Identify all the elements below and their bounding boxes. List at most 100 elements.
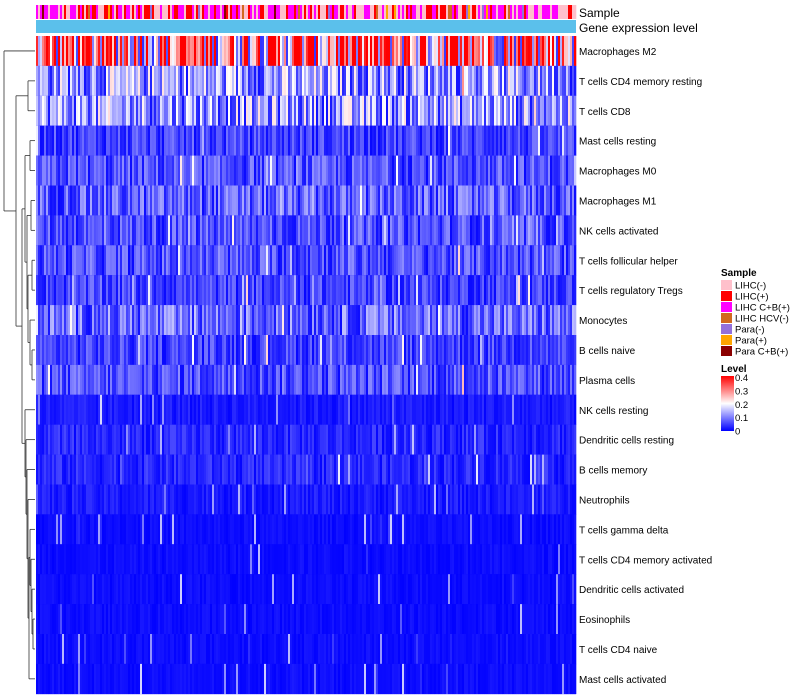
heatmap-cell [452,215,455,246]
heatmap-cell [508,215,511,246]
heatmap-cell [390,454,393,485]
heatmap-cell [300,275,303,306]
heatmap-cell [40,275,43,306]
heatmap-cell [382,185,385,216]
heatmap-cell [366,155,369,186]
heatmap-cell [560,185,563,216]
heatmap-cell [228,185,231,216]
heatmap-cell [546,125,549,156]
heatmap-cell [180,424,183,455]
sample-annotation-cell [194,5,197,19]
heatmap-cell [102,125,105,156]
heatmap-cell [258,454,261,485]
heatmap-cell [250,514,253,545]
heatmap-cell [506,484,509,515]
heatmap-cell [466,36,469,67]
sample-annotation-cell [342,5,345,19]
heatmap-cell [298,394,301,425]
heatmap-cell [290,245,293,276]
sample-annotation-cell [418,5,421,19]
heatmap-cell [518,185,521,216]
heatmap-cell [460,215,463,246]
heatmap-cell [418,394,421,425]
heatmap-cell [402,484,405,515]
sample-annotation-cell [422,5,425,19]
heatmap-cell [406,65,409,97]
sample-annotation-cell [214,5,217,19]
heatmap-cell [148,65,151,97]
heatmap-cell [510,185,513,216]
heatmap-cell [152,65,155,97]
heatmap-cell [110,185,113,216]
heatmap-cell [160,394,163,425]
heatmap-cell [440,454,443,485]
heatmap-cell [570,305,573,336]
heatmap-cell [500,36,503,67]
heatmap-cell [562,36,565,67]
heatmap-cell [434,275,437,306]
heatmap-cell [60,514,63,545]
heatmap-cell [350,514,353,545]
heatmap-cell [370,155,373,186]
heatmap-cell [430,275,433,306]
heatmap-cell [72,335,75,366]
heatmap-cell [354,364,357,396]
heatmap-cell [184,364,187,396]
heatmap-cell [86,65,89,97]
heatmap-cell [490,275,493,306]
heatmap-cell [452,65,455,97]
heatmap-cell [210,335,213,366]
heatmap-cell [152,215,155,246]
sample-annotation-cell [544,5,547,19]
heatmap-cell [252,335,255,366]
heatmap-cell [78,484,81,515]
heatmap-cell [302,454,305,485]
sample-annotation-cell [292,5,295,19]
heatmap-cell [226,305,229,336]
heatmap-cell [344,155,347,186]
sample-annotation-cell [432,5,435,19]
heatmap-cell [402,394,405,425]
heatmap-cell [566,394,569,425]
heatmap-cell [194,394,197,425]
heatmap-cell [484,335,487,366]
heatmap-cell [320,215,323,246]
heatmap-cell [158,36,161,67]
heatmap-cell [568,65,571,97]
heatmap-cell [172,484,175,515]
heatmap-cell [106,95,109,126]
heatmap-cell [446,275,449,306]
heatmap-cell [374,454,377,485]
heatmap-cell [150,454,153,485]
heatmap-cell [146,125,149,156]
heatmap-cell [308,275,311,306]
heatmap-cell [242,514,245,545]
heatmap-cell [560,454,563,485]
heatmap-cell [232,95,235,126]
heatmap-cell [240,454,243,485]
heatmap-cell [324,125,327,156]
heatmap-cell [428,36,431,67]
heatmap-cell [270,514,273,545]
heatmap-cell [38,544,41,575]
heatmap-cell [74,185,77,216]
heatmap-cell [38,215,41,246]
heatmap-cell [446,364,449,396]
heatmap-cell [534,514,537,545]
heatmap-cell [94,454,97,485]
heatmap-cell [300,185,303,216]
heatmap-cell [136,394,139,425]
heatmap-cell [134,245,137,276]
heatmap-cell [304,335,307,366]
heatmap-cell [168,185,171,216]
heatmap-cell [122,185,125,216]
heatmap-cell [338,424,341,455]
heatmap-cell [92,275,95,306]
heatmap-cell [228,275,231,306]
heatmap-cell [506,424,509,455]
sample-annotation-cell [294,5,297,19]
heatmap-cell [80,36,83,67]
heatmap-cell [252,65,255,97]
sample-annotation-cell [216,5,219,19]
heatmap-cell [428,424,431,455]
